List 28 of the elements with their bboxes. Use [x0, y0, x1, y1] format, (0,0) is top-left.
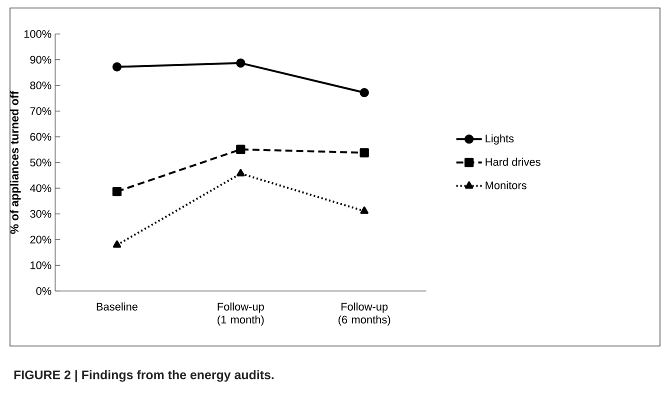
- y-tick-label: 20%: [30, 236, 52, 244]
- y-tick-label: 50%: [30, 158, 52, 166]
- legend-label: Monitors: [486, 181, 526, 190]
- legend-label: Lights: [486, 134, 514, 145]
- y-tick-label: 80%: [30, 82, 52, 90]
- y-axis-title: % of appliances turned off: [10, 90, 21, 234]
- legend-label: Hard drives: [486, 158, 540, 166]
- y-tick-label: 90%: [30, 56, 52, 64]
- point: [236, 58, 246, 68]
- point: [360, 206, 368, 214]
- x-tick-label: Follow-up (1 month): [218, 302, 264, 326]
- point: [112, 240, 122, 248]
- point: [360, 88, 369, 98]
- y-tick-label: 40%: [30, 184, 52, 192]
- point: [236, 168, 245, 176]
- y-tick-label: 70%: [30, 107, 52, 115]
- x-tick-label: Baseline: [96, 302, 138, 311]
- y-tick-label: 100%: [24, 30, 52, 38]
- y-tick-label: 10%: [30, 261, 52, 270]
- caption: FIGURE 2 | Findings from the energy audits.: [14, 370, 274, 382]
- x-tick-label: Follow-up (6 months): [338, 302, 390, 326]
- y-tick-label: 30%: [30, 210, 52, 218]
- y-tick-label: 60%: [30, 132, 52, 141]
- y-tick-label: 0%: [36, 287, 52, 295]
- point: [112, 62, 122, 72]
- point: [360, 148, 369, 158]
- point: [112, 186, 122, 196]
- point: [236, 144, 246, 154]
